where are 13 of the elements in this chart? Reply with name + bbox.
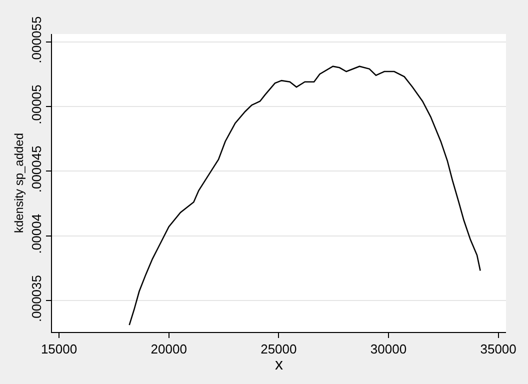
y-tick-label: .00005 bbox=[28, 84, 44, 124]
y-tick-label: .000045 bbox=[28, 146, 44, 193]
line-series bbox=[128, 66, 481, 326]
y-tick-label: .00004 bbox=[28, 214, 44, 254]
x-axis-title: x bbox=[275, 356, 283, 374]
x-tick-label: 35000 bbox=[480, 342, 516, 357]
x-tick-label: 20000 bbox=[150, 342, 187, 357]
x-tick-label: 30000 bbox=[370, 342, 407, 357]
y-tick-label: .000035 bbox=[28, 274, 44, 322]
x-tick-label: 25000 bbox=[260, 342, 297, 357]
y-axis-title: kdensity sp_added bbox=[12, 132, 26, 234]
y-tick-label: .000055 bbox=[28, 16, 44, 64]
x-tick-label: 15000 bbox=[40, 342, 78, 357]
